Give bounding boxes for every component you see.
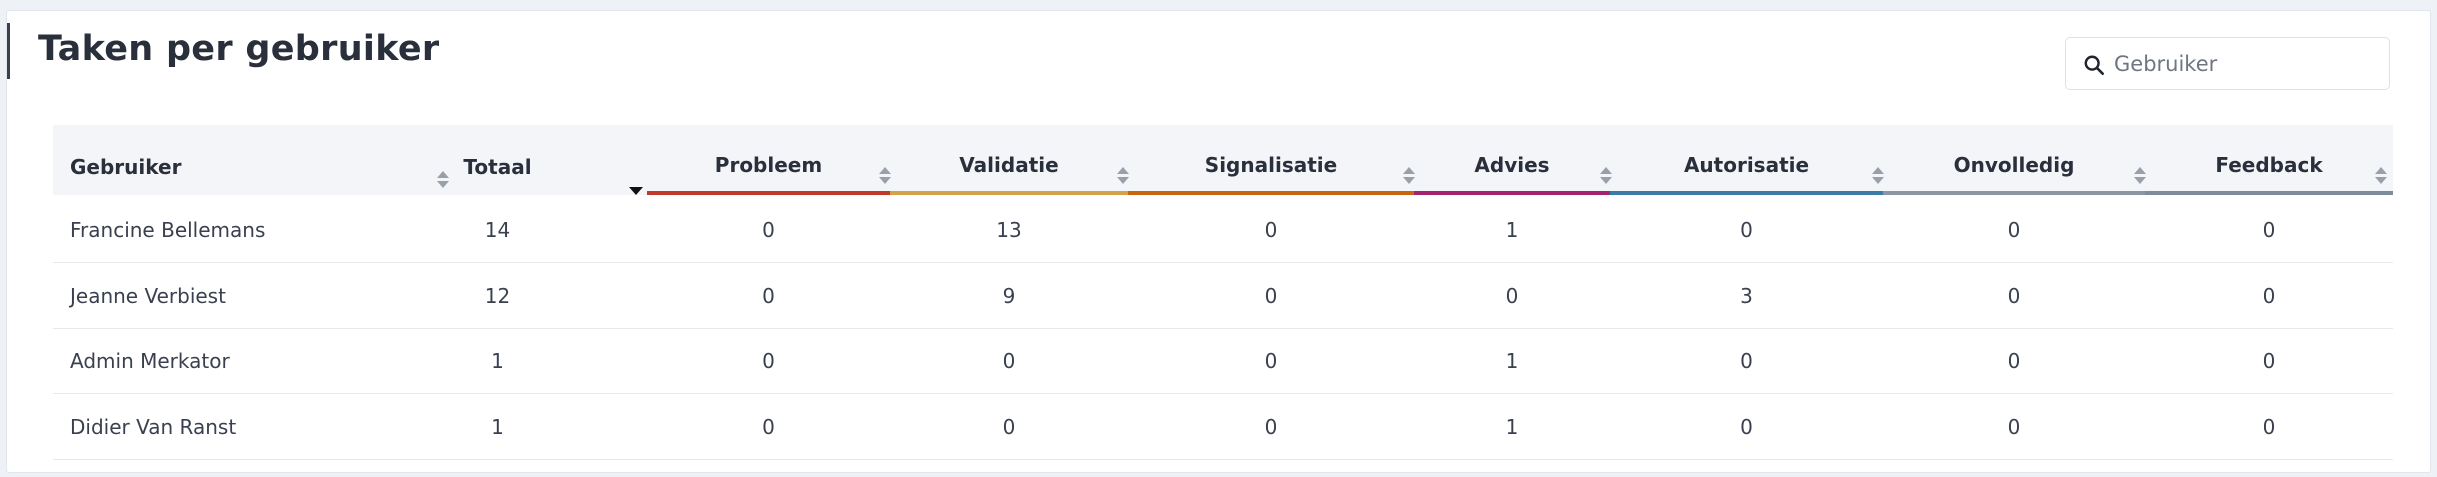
onvolledig-count-cell: 0: [2007, 218, 2021, 242]
page-title: Taken per gebruiker: [38, 29, 440, 69]
sort-icon[interactable]: [1403, 167, 1415, 185]
column-header-label: Advies: [1474, 153, 1550, 177]
user-search-box[interactable]: [2065, 37, 2390, 90]
sort-icon[interactable]: [2375, 167, 2387, 185]
column-header-label: Signalisatie: [1204, 153, 1338, 177]
onvolledig-count-cell: 0: [2007, 415, 2021, 439]
column-header-validatie[interactable]: Validatie: [890, 125, 1129, 195]
autorisatie-count-cell: 0: [1740, 218, 1753, 242]
user-name-cell: Didier Van Ranst: [70, 415, 237, 439]
probleem-count-cell: 0: [762, 349, 775, 373]
table-row[interactable]: Jeanne Verbiest 12 0 9 0 0 3 0 0: [53, 263, 2393, 329]
category-color-bar: [1883, 191, 2145, 195]
probleem-count-cell: 0: [762, 284, 775, 308]
column-header-label: Probleem: [714, 153, 823, 177]
column-header-label: Totaal: [463, 155, 532, 179]
sort-icon[interactable]: [1600, 167, 1612, 185]
category-color-bar: [890, 191, 1128, 195]
advies-count-cell: 1: [1505, 415, 1519, 439]
advies-count-cell: 1: [1505, 218, 1519, 242]
signalisatie-count-cell: 0: [1264, 218, 1278, 242]
user-name-cell: Jeanne Verbiest: [70, 284, 226, 308]
advies-count-cell: 0: [1505, 284, 1519, 308]
category-color-bar: [1414, 191, 1610, 195]
sort-icon[interactable]: [879, 167, 891, 185]
totaal-count-cell: 1: [491, 349, 504, 373]
advies-count-cell: 1: [1505, 349, 1519, 373]
totaal-count-cell: 1: [491, 415, 504, 439]
validatie-count-cell: 13: [996, 218, 1022, 242]
table-row[interactable]: Admin Merkator 1 0 0 0 1 0 0 0: [53, 328, 2393, 394]
category-color-bar: [1128, 191, 1414, 195]
category-color-bar: [1610, 191, 1883, 195]
column-header-gebruiker[interactable]: Gebruiker: [53, 125, 449, 195]
column-header-label: Onvolledig: [1953, 153, 2075, 177]
column-header-onvolledig[interactable]: Onvolledig: [1883, 125, 2146, 195]
title-accent-bar: [7, 23, 10, 79]
column-header-advies[interactable]: Advies: [1414, 125, 1612, 195]
column-header-feedback[interactable]: Feedback: [2145, 125, 2393, 195]
onvolledig-count-cell: 0: [2007, 284, 2021, 308]
feedback-count-cell: 0: [2262, 218, 2276, 242]
validatie-count-cell: 0: [1002, 349, 1016, 373]
totaal-count-cell: 14: [484, 218, 511, 242]
column-header-label: Validatie: [959, 153, 1059, 177]
column-header-autorisatie[interactable]: Autorisatie: [1610, 125, 1884, 195]
onvolledig-count-cell: 0: [2007, 349, 2021, 373]
feedback-count-cell: 0: [2262, 349, 2276, 373]
column-header-label: Autorisatie: [1683, 153, 1810, 177]
table-row[interactable]: Francine Bellemans 14 0 13 0 1 0 0 0: [53, 197, 2393, 263]
sort-icon[interactable]: [2134, 167, 2146, 185]
search-icon: [2084, 55, 2104, 75]
feedback-count-cell: 0: [2262, 284, 2276, 308]
sort-icon[interactable]: [1117, 167, 1129, 185]
column-header-totaal[interactable]: Totaal: [348, 125, 647, 195]
signalisatie-count-cell: 0: [1264, 349, 1278, 373]
signalisatie-count-cell: 0: [1264, 415, 1278, 439]
signalisatie-count-cell: 0: [1264, 284, 1278, 308]
user-search-input[interactable]: [2114, 38, 2384, 89]
probleem-count-cell: 0: [762, 415, 775, 439]
autorisatie-count-cell: 0: [1740, 349, 1753, 373]
column-header-signalisatie[interactable]: Signalisatie: [1128, 125, 1415, 195]
tasks-per-user-card: Taken per gebruiker Gebruiker Totaal Probl…: [6, 10, 2431, 473]
user-name-cell: Francine Bellemans: [70, 218, 266, 242]
column-header-label: Feedback: [2215, 153, 2323, 177]
autorisatie-count-cell: 3: [1740, 284, 1753, 308]
sort-descending-icon[interactable]: [629, 187, 643, 195]
sort-icon[interactable]: [437, 171, 449, 189]
sort-icon[interactable]: [1872, 167, 1884, 185]
table-row[interactable]: Didier Van Ranst 1 0 0 0 1 0 0 0: [53, 394, 2393, 460]
totaal-count-cell: 12: [484, 284, 511, 308]
feedback-count-cell: 0: [2262, 415, 2276, 439]
column-header-probleem[interactable]: Probleem: [647, 125, 891, 195]
category-color-bar: [647, 191, 890, 195]
table-header: Gebruiker Totaal Probleem Validatie Signalis…: [53, 125, 2393, 195]
user-name-cell: Admin Merkator: [70, 349, 230, 373]
autorisatie-count-cell: 0: [1740, 415, 1753, 439]
validatie-count-cell: 0: [1002, 415, 1016, 439]
validatie-count-cell: 9: [1002, 284, 1016, 308]
probleem-count-cell: 0: [762, 218, 775, 242]
category-color-bar: [2145, 191, 2393, 195]
column-header-label: Gebruiker: [70, 155, 182, 179]
